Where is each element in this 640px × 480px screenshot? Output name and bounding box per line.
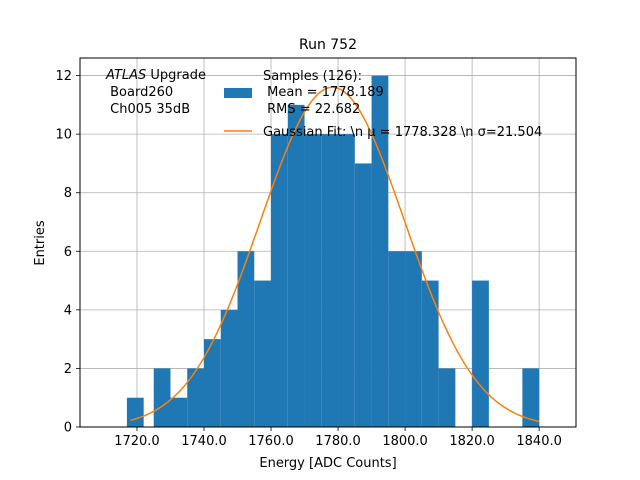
y-axis-ticks: 0 2 4 6 8 10 12 — [55, 69, 80, 436]
legend-samples-swatch — [224, 88, 252, 98]
x-tick-label: 1720.0 — [114, 434, 160, 449]
gaussian-fit-curve — [130, 86, 540, 423]
histogram-bar — [338, 134, 355, 427]
histogram-bar — [220, 309, 238, 427]
y-tick-label: 10 — [55, 128, 72, 143]
y-tick-label: 8 — [64, 186, 72, 201]
y-tick-label: 12 — [55, 69, 72, 84]
legend-samples-line-3: RMS = 22.682 — [263, 102, 360, 117]
histogram-bar — [405, 251, 422, 427]
atlas-word: ATLAS — [105, 68, 146, 83]
histogram-bar — [421, 280, 439, 427]
upgrade-word: Upgrade — [146, 68, 206, 83]
histogram-bar — [237, 251, 255, 427]
x-axis-label: Energy [ADC Counts] — [259, 456, 396, 471]
y-tick-label: 2 — [64, 362, 72, 377]
legend: Samples (126): Mean = 1778.189 RMS = 22.… — [224, 69, 542, 140]
y-tick-label: 6 — [64, 245, 72, 260]
histogram-bar — [304, 134, 322, 427]
histogram-bar — [204, 339, 221, 427]
histogram-bar — [321, 134, 339, 427]
histogram-bar — [153, 368, 171, 427]
histogram-bar — [438, 368, 456, 427]
histogram-bar — [170, 397, 188, 427]
plot-frame — [79, 57, 577, 428]
x-axis-ticks: 1720.0 1740.0 1760.0 1780.0 1800.0 1820.0 1840… — [114, 427, 562, 449]
legend-samples-line-2: Mean = 1778.189 — [263, 85, 384, 100]
histogram-bar — [522, 368, 540, 427]
histogram-bar — [354, 163, 372, 427]
annotation-line-3: Ch005 35dB — [106, 102, 190, 117]
histogram-bar — [187, 368, 204, 427]
histogram-bars — [126, 75, 540, 428]
y-axis-label: Entries — [33, 220, 48, 266]
y-tick-label: 4 — [64, 303, 72, 318]
chart-title: Run 752 — [299, 37, 357, 53]
x-tick-label: 1800.0 — [382, 434, 428, 449]
annotation-text: ATLAS Upgrade Board260 Ch005 35dB — [105, 68, 206, 117]
x-tick-label: 1740.0 — [181, 434, 227, 449]
legend-samples-line-1: Samples (126): — [263, 69, 362, 84]
x-tick-label: 1820.0 — [449, 434, 495, 449]
x-tick-label: 1840.0 — [516, 434, 562, 449]
x-tick-label: 1780.0 — [315, 434, 361, 449]
histogram-bar — [271, 134, 288, 427]
histogram-bar — [472, 280, 489, 427]
x-tick-label: 1760.0 — [248, 434, 294, 449]
histogram-bar — [388, 251, 406, 427]
legend-fit-label: Gaussian Fit: \n μ = 1778.328 \n σ=21.50… — [263, 125, 542, 140]
annotation-line-1: ATLAS Upgrade — [105, 68, 206, 83]
histogram-bar — [254, 280, 272, 427]
annotation-line-2: Board260 — [106, 85, 173, 100]
y-tick-label: 0 — [64, 421, 72, 436]
histogram-bar — [126, 397, 144, 427]
histogram-bar — [287, 104, 305, 427]
